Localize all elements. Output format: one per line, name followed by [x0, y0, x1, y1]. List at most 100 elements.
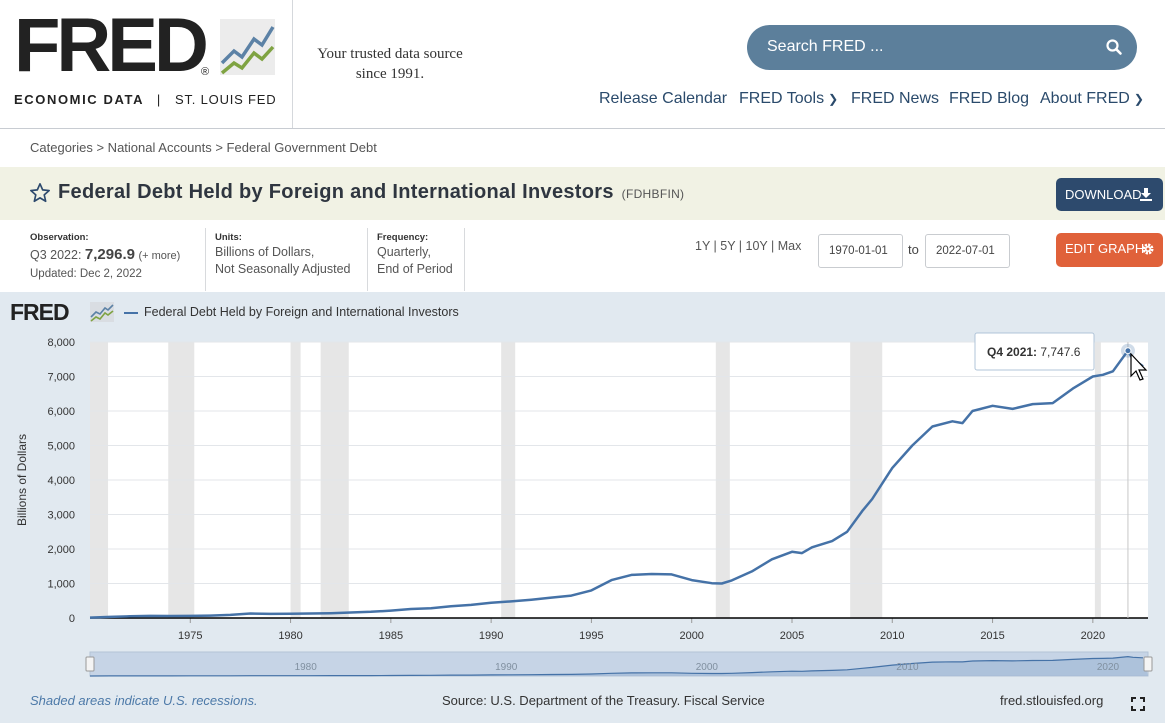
x-tick-label: 1990 — [479, 630, 503, 642]
fullscreen-icon[interactable] — [1131, 697, 1145, 711]
series-line — [89, 349, 1144, 619]
edit-graph-button-label: EDIT GRAPH — [1065, 241, 1145, 256]
observation-value: 7,296.9 — [84, 246, 135, 263]
frequency-line-1: Quarterly, — [377, 245, 431, 259]
y-tick-label: 4,000 — [47, 475, 75, 487]
start-date-input[interactable]: 1970-01-01 — [818, 234, 903, 268]
meta-divider — [205, 228, 206, 291]
navigator-label: 1990 — [495, 662, 518, 673]
logo-subtitle: ECONOMIC DATA | ST. LOUIS FED — [14, 92, 276, 107]
fred-logo-wordmark[interactable]: FRED — [14, 3, 209, 88]
y-axis-title: Billions of Dollars — [15, 434, 29, 526]
y-tick-label: 2,000 — [47, 544, 75, 556]
nav-fred-news[interactable]: FRED News — [851, 90, 940, 107]
tooltip-value: 7,747.6 — [1040, 345, 1080, 359]
series-title-band — [0, 167, 1165, 220]
series-title-text: Federal Debt Held by Foreign and Interna… — [58, 181, 614, 203]
end-date-input[interactable]: 2022-07-01 — [925, 234, 1010, 268]
nav-fred-tools-label: FRED Tools — [739, 90, 825, 107]
x-tick-label: 2010 — [880, 630, 904, 642]
frequency-line-2: End of Period — [377, 262, 453, 276]
download-icon — [1140, 188, 1152, 201]
x-tick-label: 2000 — [679, 630, 703, 642]
fred-logo-chart-icon[interactable] — [220, 19, 275, 75]
tooltip-text: Q4 2021: 7,747.6 — [987, 345, 1081, 359]
x-tick-label: 1995 — [579, 630, 603, 642]
x-tick-label: 1975 — [178, 630, 202, 642]
x-tick-label: 2020 — [1081, 630, 1105, 642]
units-line-1: Billions of Dollars, — [215, 245, 315, 259]
units-line-2: Not Seasonally Adjusted — [215, 262, 351, 276]
tagline-line-1: Your trusted data source — [317, 46, 463, 62]
search-placeholder: Search FRED ... — [767, 38, 884, 55]
units-block: Units: Billions of Dollars, Not Seasonal… — [215, 231, 351, 278]
series-id: (FDHBFIN) — [621, 187, 685, 201]
navigator-area — [90, 656, 1148, 676]
tagline-line-2: since 1991. — [355, 66, 425, 82]
units-label: Units: — [215, 232, 242, 243]
x-tick-label: 2015 — [980, 630, 1004, 642]
range-quick-links[interactable]: 1Y | 5Y | 10Y | Max — [695, 239, 802, 253]
site-link[interactable]: fred.stlouisfed.org — [1000, 693, 1104, 708]
legend-label: Federal Debt Held by Foreign and Interna… — [144, 305, 459, 319]
navigator-label: 2000 — [696, 662, 719, 673]
frequency-label: Frequency: — [377, 232, 429, 243]
search-input[interactable]: Search FRED ... — [747, 25, 1137, 70]
observation-block: Observation: Q3 2022: 7,296.9 (+ more) U… — [30, 231, 180, 283]
graph-fred-logo: FRED — [10, 299, 70, 325]
hover-point — [1124, 347, 1132, 355]
observation-more-link[interactable]: (+ more) — [138, 250, 181, 262]
chevron-down-icon: ❯ — [828, 92, 839, 106]
series-title: Federal Debt Held by Foreign and Interna… — [58, 181, 684, 204]
legend-swatch — [124, 312, 138, 314]
nav-fred-tools[interactable]: FRED Tools ❯ — [739, 90, 838, 108]
nav-release-calendar[interactable]: Release Calendar — [599, 90, 728, 107]
logo-subtitle-economic-data: ECONOMIC DATA — [14, 92, 144, 107]
chevron-down-icon: ❯ — [1133, 92, 1144, 106]
y-tick-label: 0 — [69, 613, 75, 625]
gear-icon — [1142, 243, 1154, 255]
header-divider — [292, 0, 293, 128]
observation-label: Observation: — [30, 232, 89, 243]
meta-divider — [464, 228, 465, 291]
nav-about-fred-label: About FRED — [1040, 90, 1130, 107]
updated-date: Updated: Dec 2, 2022 — [30, 268, 142, 280]
tooltip-period: Q4 2021: — [987, 345, 1040, 359]
download-button-label: DOWNLOAD — [1065, 187, 1142, 202]
tooltip-box — [974, 332, 1095, 371]
mouse-cursor-icon — [1130, 352, 1148, 381]
breadcrumb[interactable]: Categories > National Accounts > Federal… — [30, 140, 377, 155]
navigator-line — [89, 655, 1144, 677]
star-icon[interactable] — [29, 182, 51, 204]
nav-about-fred[interactable]: About FRED ❯ — [1040, 90, 1144, 108]
registered-mark: ® — [201, 66, 210, 78]
x-tick-label: 1985 — [379, 630, 403, 642]
graph-fred-logo-icon — [90, 302, 114, 322]
meta-divider — [367, 228, 368, 291]
y-tick-label: 1,000 — [47, 579, 75, 591]
navigator-handle[interactable] — [85, 656, 95, 672]
nav-fred-blog[interactable]: FRED Blog — [949, 90, 1030, 107]
date-range-to-label: to — [908, 242, 919, 257]
site-header: FRED ® ECONOMIC DATA | ST. LOUIS FED You… — [0, 0, 1165, 129]
y-tick-label: 5,000 — [47, 441, 75, 453]
search-icon[interactable] — [1105, 38, 1123, 56]
recession-note: Shaded areas indicate U.S. recessions. — [30, 693, 258, 708]
observation-line: Q3 2022: 7,296.9 (+ more) — [30, 246, 180, 265]
y-tick-label: 6,000 — [47, 406, 75, 418]
frequency-block: Frequency: Quarterly, End of Period — [377, 231, 453, 278]
navigator-handle[interactable] — [1143, 656, 1153, 672]
observation-period: Q3 2022: — [30, 248, 82, 262]
logo-subtitle-st-louis-fed: ST. LOUIS FED — [175, 92, 277, 107]
y-tick-label: 7,000 — [47, 372, 75, 384]
download-button[interactable]: DOWNLOAD — [1056, 178, 1163, 211]
y-tick-label: 3,000 — [47, 510, 75, 522]
edit-graph-button[interactable]: EDIT GRAPH — [1056, 233, 1163, 267]
navigator-label: 2010 — [896, 662, 919, 673]
x-tick-label: 2005 — [780, 630, 804, 642]
navigator-label: 2020 — [1097, 662, 1120, 673]
y-tick-label: 8,000 — [47, 337, 75, 349]
tagline: Your trusted data source since 1991. — [300, 44, 480, 84]
line-chart[interactable]: 0 1,000 2,000 3,000 4,000 5,000 6,000 7,000 8,00… — [0, 330, 1165, 682]
source-text: Source: U.S. Department of the Treasury.… — [442, 693, 765, 708]
